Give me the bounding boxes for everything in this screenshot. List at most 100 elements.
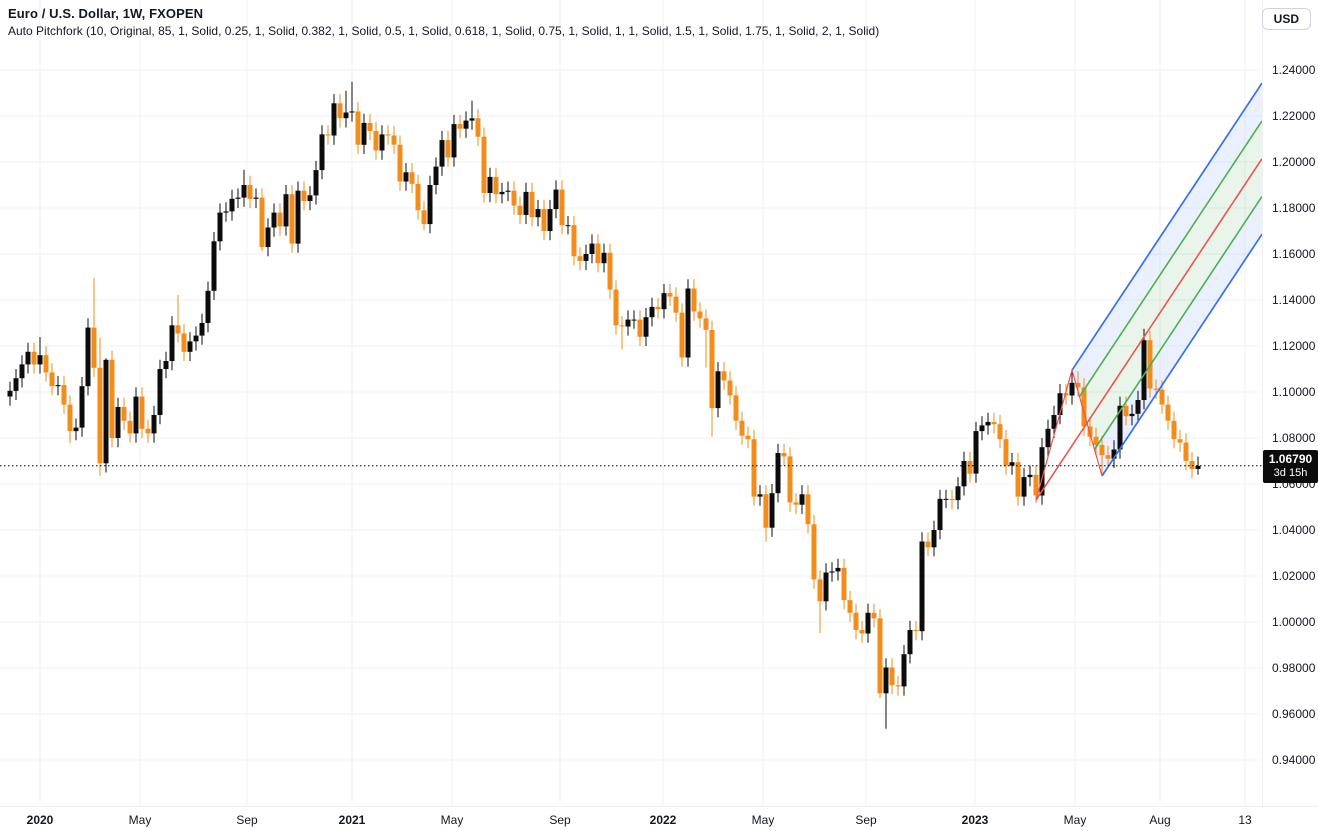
candle-body — [913, 630, 919, 632]
candle-body — [433, 166, 439, 185]
currency-toggle-button[interactable]: USD — [1261, 8, 1311, 30]
candle-body — [193, 335, 199, 342]
pitchfork-lower-inner-line[interactable] — [1093, 195, 1263, 450]
candle-body — [415, 183, 421, 211]
candle-body — [697, 311, 703, 319]
candle-body — [145, 428, 151, 434]
candle-body — [985, 421, 991, 426]
candle-body — [1153, 388, 1159, 390]
candle-body — [139, 396, 145, 429]
time-axis-label: May — [751, 813, 775, 827]
pitchfork-pivot-zigzag[interactable] — [1035, 367, 1103, 501]
pitchfork-lower-outer-line[interactable] — [1101, 233, 1262, 477]
candle-body — [247, 185, 253, 199]
candle-body — [31, 351, 37, 365]
candle-body — [919, 541, 925, 632]
candle-body — [805, 494, 811, 525]
price-axis-label: 1.18000 — [1272, 201, 1316, 215]
candle-body — [481, 136, 487, 193]
candle-body — [409, 172, 415, 184]
candle-body — [1075, 382, 1081, 388]
time-axis-label: Sep — [236, 813, 258, 827]
candle-body — [757, 494, 763, 497]
candle-body — [151, 415, 157, 434]
indicator-legend-pitchfork[interactable]: Auto Pitchfork (10, Original, 85, 1, Sol… — [8, 24, 880, 38]
candle-body — [811, 524, 817, 580]
time-axis-label: Sep — [549, 813, 571, 827]
time-axis[interactable]: 2020 May Sep 2021 May Sep 2022 May Sep 2023 May Aug… — [0, 806, 1318, 831]
candle-body — [1021, 477, 1027, 497]
candle-body — [55, 385, 61, 387]
candle-body — [1069, 382, 1075, 396]
time-axis-label: Aug — [1149, 813, 1171, 827]
candle-body — [463, 120, 469, 129]
candle-body — [121, 407, 127, 421]
candle-body — [631, 319, 637, 321]
candle-body — [25, 351, 31, 365]
candle-body — [751, 439, 757, 497]
candle-body — [1183, 442, 1189, 461]
candle-body — [505, 190, 511, 192]
candle-body — [799, 494, 805, 505]
pitchfork-upper-inner-line[interactable] — [1078, 120, 1263, 398]
price-axis[interactable]: 1.06790 3d 15h 1.24000 1.22000 1.20000 1.18… — [1262, 0, 1318, 806]
candle-body — [1093, 436, 1099, 445]
price-chart-canvas[interactable] — [0, 0, 1262, 806]
pitchfork-median-line[interactable] — [1035, 158, 1262, 501]
candle-body — [115, 407, 121, 438]
time-axis-label: May — [440, 813, 464, 827]
candle-body — [973, 431, 979, 474]
candle-body — [1105, 455, 1111, 459]
candle-body — [601, 252, 607, 264]
candle-body — [211, 241, 217, 291]
candle-body — [343, 112, 349, 119]
candle-body — [91, 327, 97, 368]
candle-body — [637, 319, 643, 337]
price-axis-label: 1.14000 — [1272, 293, 1316, 307]
candle-body — [289, 194, 295, 244]
candle-body — [1045, 428, 1051, 448]
candle-body — [655, 306, 661, 310]
candle-body — [73, 427, 79, 432]
price-axis-label: 1.10000 — [1272, 385, 1316, 399]
candle-body — [1171, 420, 1177, 440]
candle-body — [1003, 439, 1009, 466]
candle-body — [817, 579, 823, 602]
candle-body — [949, 498, 955, 501]
candle-body — [571, 225, 577, 257]
candle-body — [397, 144, 403, 182]
candle-body — [607, 252, 613, 290]
candle-body — [1033, 474, 1039, 496]
price-axis-label: 1.22000 — [1272, 109, 1316, 123]
symbol-title[interactable]: Euro / U.S. Dollar, 1W, FXOPEN — [8, 6, 204, 21]
candle-body — [403, 172, 409, 182]
current-price-tag: 1.06790 3d 15h — [1263, 449, 1318, 483]
candle-body — [469, 118, 475, 121]
time-axis-label: Sep — [855, 813, 877, 827]
candle-body — [199, 323, 205, 336]
candle-body — [781, 453, 787, 457]
candle-body — [793, 502, 799, 505]
candle-body — [583, 254, 589, 261]
candle-body — [223, 211, 229, 213]
price-axis-label: 0.96000 — [1272, 707, 1316, 721]
candle-body — [241, 185, 247, 198]
time-axis-label: May — [128, 813, 152, 827]
candle-body — [907, 630, 913, 655]
candle-body — [1063, 393, 1069, 396]
candle-body — [619, 325, 625, 327]
candle-body — [457, 124, 463, 129]
candle-body — [589, 243, 595, 254]
candle-body — [85, 327, 91, 387]
candle-body — [1189, 461, 1195, 470]
candle-body — [889, 667, 895, 686]
candle-body — [535, 209, 541, 218]
candle-body — [937, 498, 943, 530]
candle-body — [883, 667, 889, 694]
candle-body — [1057, 393, 1063, 415]
pitchfork-upper-outer-line[interactable] — [1071, 82, 1262, 371]
price-axis-label: 1.08000 — [1272, 431, 1316, 445]
candle-body — [775, 453, 781, 494]
candle-body — [1015, 462, 1021, 497]
candle-body — [715, 371, 721, 409]
